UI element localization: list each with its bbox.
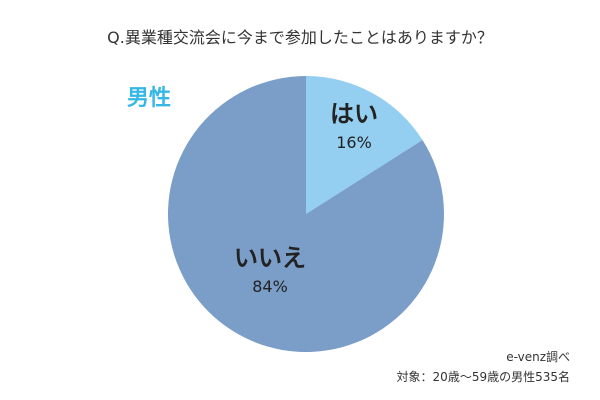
chart-title: Q.異業種交流会に今まで参加したことはありますか？ bbox=[107, 28, 493, 47]
pie-labels: はい 16% いいえ 84% bbox=[234, 100, 378, 296]
slice-label-0: はい bbox=[330, 100, 378, 128]
source-credit: e-venz調べ bbox=[506, 350, 570, 364]
survey-note: 対象：20歳～59歳の男性535名 bbox=[396, 370, 570, 384]
slice-value-0: 16% bbox=[336, 133, 372, 152]
slice-value-1: 84% bbox=[252, 277, 288, 296]
pie-slice-0 bbox=[306, 76, 423, 214]
segment-label: 男性 bbox=[127, 86, 172, 111]
pie-slices bbox=[167, 76, 444, 352]
pie-slice-1 bbox=[167, 76, 444, 352]
slice-label-1: いいえ bbox=[234, 244, 306, 272]
